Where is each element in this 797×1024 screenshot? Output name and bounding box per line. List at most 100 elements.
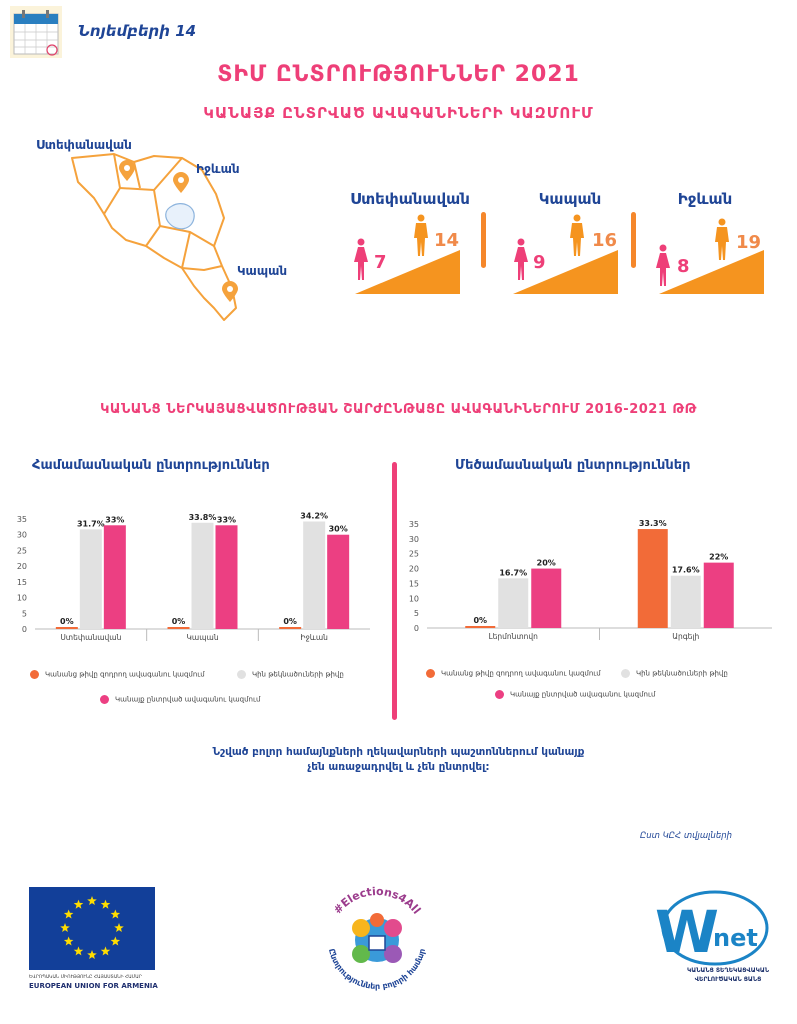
data-label: 33.3%	[639, 519, 667, 528]
y-tick-label: 25	[17, 546, 27, 555]
x-tick-label: Կապան	[186, 633, 218, 642]
eu-star-icon	[63, 936, 74, 946]
y-tick-label: 20	[409, 565, 419, 574]
wnet-caption: ԿԱՆԱՆՑ ՏԵՂԵԿԱՑՎԱԿԱՆ	[686, 967, 770, 974]
ratio-wedge	[659, 250, 764, 298]
map-pin-icon	[172, 172, 190, 198]
y-tick-label: 25	[409, 550, 419, 559]
legend-item: Կին թեկնածուների թիվը	[621, 669, 728, 678]
bar	[167, 627, 190, 629]
map-pin-icon	[221, 281, 239, 307]
eu-caption-armenian: ԵՎՐՈՊԱԿԱՆ ՄԻՈՒԹՅՈՒՆԸ ՀԱՅԱՍՏԱՆԻ ՀԱՄԱՐ	[29, 975, 142, 980]
date-label: Նոյեմբերի 14	[78, 22, 197, 40]
elections-hashtag: #Elections4All	[331, 885, 423, 917]
divider	[481, 212, 486, 268]
bar	[279, 627, 302, 629]
woman-icon	[654, 244, 672, 292]
eu-star-icon	[114, 923, 124, 932]
eu-star-icon	[100, 899, 111, 909]
legend-item: Կանայք ընտրված ավագանու կազմում	[495, 690, 655, 699]
man-icon	[412, 214, 430, 262]
y-tick-label: 10	[409, 594, 419, 603]
source-label: Ըստ ԿԸՀ տվյալների	[640, 831, 732, 841]
bar	[191, 522, 214, 629]
data-label: 0%	[283, 617, 297, 626]
men-count: 16	[592, 230, 618, 251]
y-tick-label: 5	[414, 609, 419, 618]
man-icon	[713, 218, 731, 266]
bar	[637, 529, 668, 628]
ratio-wedge	[513, 250, 618, 298]
bar	[498, 578, 529, 628]
page-subtitle: ԿԱՆԱՅՔ ԸՆՏՐՎԱԾ ԱՎԱԳԱՆԻՆԵՐԻ ԿԱԶՄՈՒՄ	[203, 104, 594, 122]
men-count: 14	[434, 230, 460, 251]
y-tick-label: 30	[17, 531, 27, 540]
svg-text:W: W	[655, 898, 719, 966]
wnet-logo: W net	[645, 882, 785, 968]
women-count: 8	[677, 256, 690, 277]
x-tick-label: Իջևան	[300, 633, 328, 642]
data-label: 34.2%	[300, 512, 328, 521]
bar	[303, 521, 326, 629]
bar	[55, 627, 78, 629]
eu-star-icon	[87, 896, 97, 905]
man-icon	[568, 214, 586, 262]
page-title: ՏԻՄ ԸՆՏՐՈՒԹՅՈՒՆՆԵՐ 2021	[217, 62, 580, 87]
eu-star-icon	[73, 946, 84, 956]
y-tick-label: 15	[17, 578, 27, 587]
data-label: 0%	[172, 617, 186, 626]
legend-item: Կին թեկնածուների թիվը	[237, 670, 344, 679]
eu-star-icon	[73, 899, 84, 909]
y-tick-label: 10	[17, 594, 27, 603]
legend-item: Կանանց թիվը զոդրող ավագանու կազմում	[30, 670, 205, 679]
map-pin-icon	[118, 160, 136, 186]
city-name: Ստեփանավան	[350, 190, 470, 208]
bar	[465, 626, 496, 628]
women-count: 7	[374, 252, 387, 273]
woman-icon	[512, 238, 530, 286]
bar	[79, 529, 102, 629]
eu-star-icon	[110, 936, 121, 946]
bar	[703, 562, 734, 628]
map-label-stepanavan: Ստեփանավան	[36, 138, 132, 152]
armenia-map	[64, 148, 274, 323]
y-tick-label: 35	[17, 515, 27, 524]
data-label: 33.8%	[189, 513, 217, 522]
divider	[631, 212, 636, 268]
map-label-kapan: Կապան	[237, 264, 288, 278]
legend-item: Կանանց թիվը զոդրող ավագանու կազմում	[426, 669, 601, 678]
divider	[392, 462, 397, 720]
city-name: Իջևան	[677, 190, 733, 208]
data-label: 17.6%	[672, 566, 700, 575]
city-name: Կապան	[538, 190, 602, 208]
bar	[670, 575, 701, 628]
chart-title: Մեծամասնական ընտրություններ	[455, 458, 691, 473]
svg-text:net: net	[713, 924, 758, 952]
eu-caption-english: EUROPEAN UNION FOR ARMENIA	[29, 982, 158, 990]
bar	[103, 525, 126, 629]
svg-text:#Elections4All: #Elections4All	[331, 885, 423, 917]
x-tick-label: Ստեփանավան	[60, 633, 121, 642]
section-title: ԿԱՆԱՆՑ ՆԵՐԿԱՅԱՑՎԱԾՈՒԹՅԱՆ ՇԱՐԺԸՆԹԱՑԸ ԱՎԱԳ…	[100, 402, 697, 417]
eu-star-icon	[60, 923, 70, 932]
map-label-ijevan: Իջևան	[196, 162, 240, 176]
ratio-wedge	[355, 250, 460, 298]
women-count: 9	[533, 252, 546, 273]
x-tick-label: Լերմոնտովո	[489, 632, 539, 641]
elections4all-logo: #Elections4All Ընտրություններ բոլորի համ…	[316, 878, 438, 1006]
data-label: 30%	[329, 525, 348, 534]
men-count: 19	[736, 232, 762, 253]
eu-flag-logo	[29, 887, 155, 970]
wnet-caption: ՎԵՐԼՈՒԾԱԿԱՆ ՑԱՆՑ	[694, 976, 762, 983]
data-label: 33%	[217, 515, 236, 524]
woman-icon	[352, 238, 370, 286]
legend-item: Կանայք ընտրված ավագանու կազմում	[100, 695, 260, 704]
y-tick-label: 30	[409, 535, 419, 544]
calendar-icon	[10, 6, 62, 58]
eu-star-icon	[110, 909, 121, 919]
x-tick-label: Արգելի	[672, 632, 699, 641]
data-label: 0%	[60, 617, 74, 626]
y-tick-label: 0	[414, 624, 419, 633]
data-label: 22%	[709, 553, 728, 562]
